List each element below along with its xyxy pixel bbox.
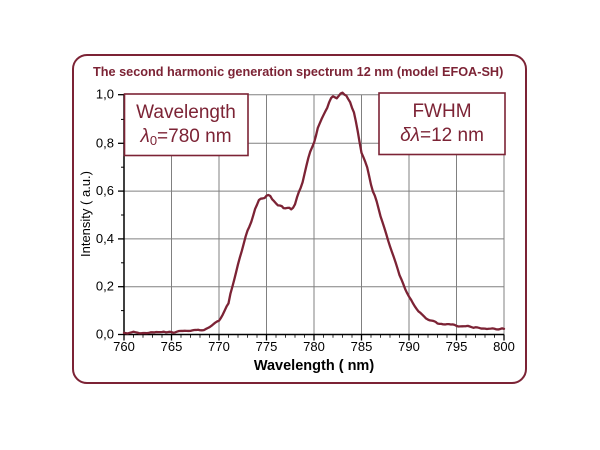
- svg-text:The second harmonic generation: The second harmonic generation spectrum …: [93, 65, 503, 79]
- svg-text:0,4: 0,4: [96, 231, 114, 246]
- svg-text:775: 775: [256, 339, 278, 354]
- svg-text:790: 790: [398, 339, 420, 354]
- svg-text:770: 770: [208, 339, 230, 354]
- svg-text:Wavelength ( nm): Wavelength ( nm): [254, 358, 374, 374]
- svg-text:0,8: 0,8: [96, 135, 114, 150]
- svg-text:δλ=12 nm: δλ=12 nm: [400, 125, 484, 146]
- svg-text:0,2: 0,2: [96, 279, 114, 294]
- svg-text:760: 760: [113, 339, 135, 354]
- svg-text:FWHM: FWHM: [412, 101, 471, 122]
- svg-text:765: 765: [161, 339, 183, 354]
- svg-text:Wavelength: Wavelength: [136, 102, 236, 123]
- svg-text:785: 785: [351, 339, 373, 354]
- svg-text:0,6: 0,6: [96, 183, 114, 198]
- svg-text:0,0: 0,0: [96, 327, 114, 342]
- svg-text:Intensity ( a.u.): Intensity ( a.u.): [78, 171, 93, 257]
- svg-text:800: 800: [493, 339, 515, 354]
- svg-text:780: 780: [303, 339, 325, 354]
- svg-text:795: 795: [446, 339, 468, 354]
- svg-text:1,0: 1,0: [96, 87, 114, 102]
